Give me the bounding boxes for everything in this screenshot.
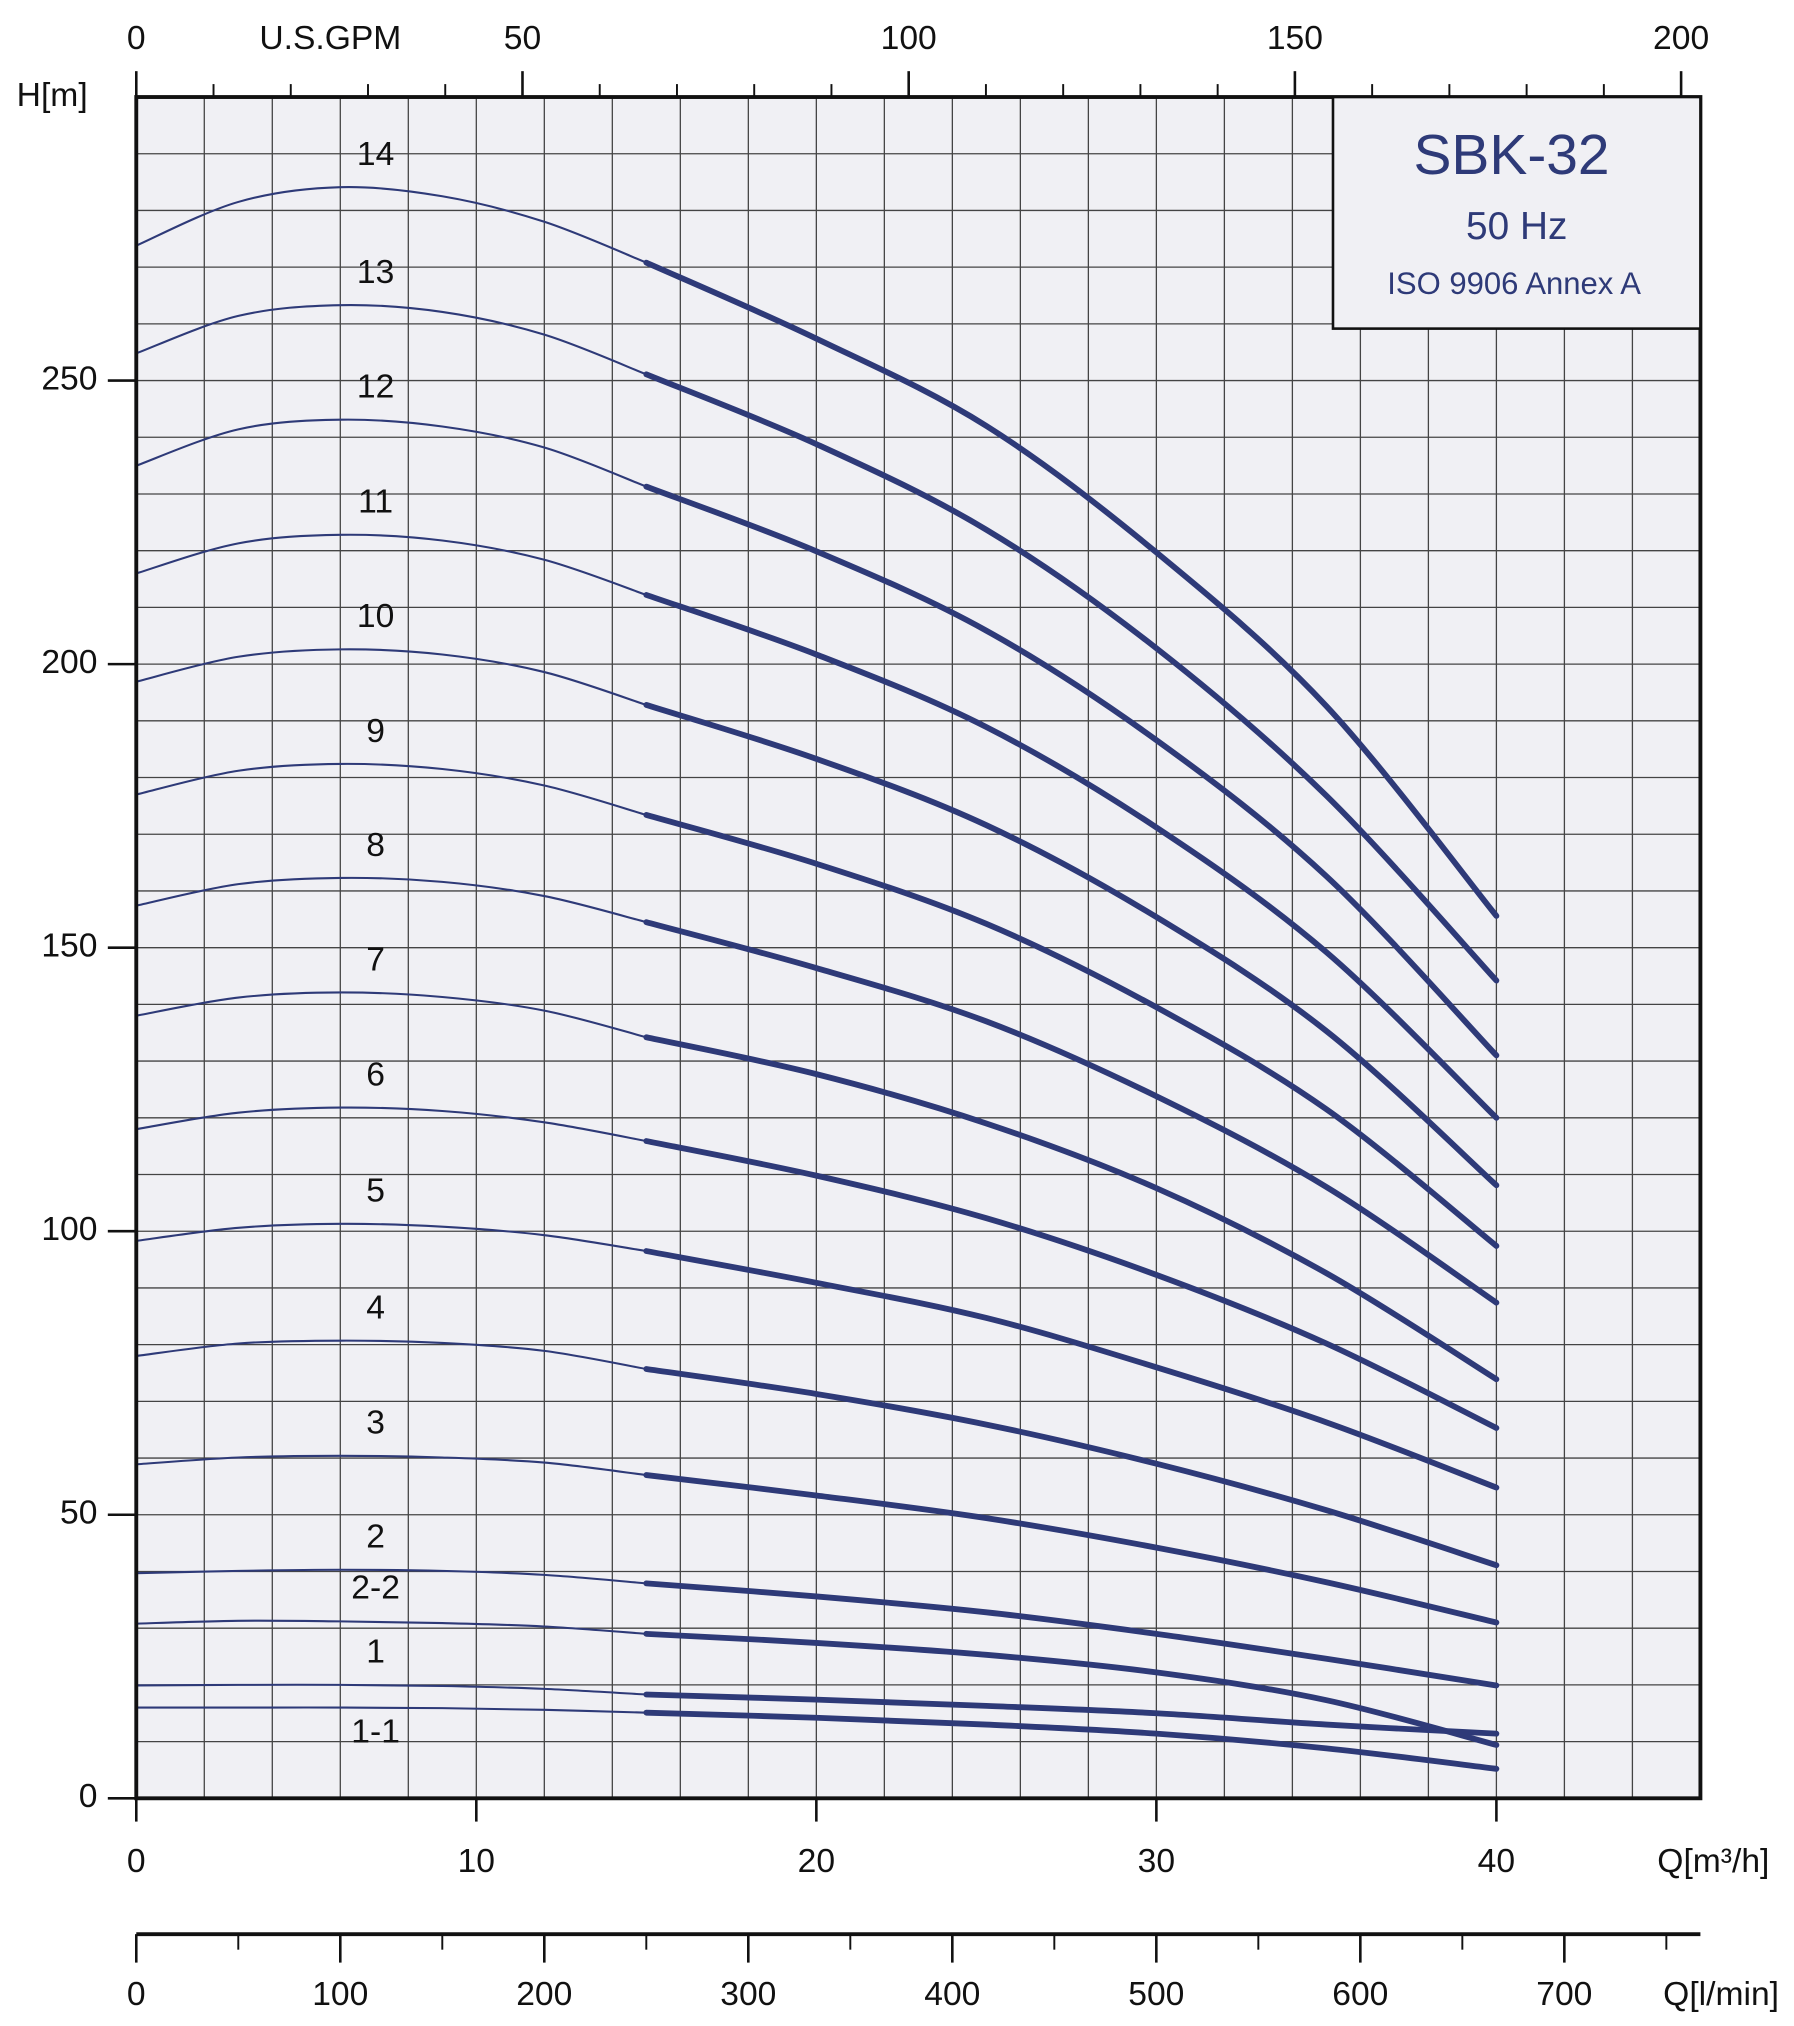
curve-thick: [643, 592, 1500, 1121]
series-label: 2: [366, 1519, 385, 1556]
series-label: 1: [366, 1634, 385, 1671]
chart-title: SBK-32: [1413, 123, 1609, 187]
curve-thin: [135, 1339, 648, 1371]
x2-tick-label: 0: [127, 20, 146, 57]
curve-thick: [643, 1709, 1500, 1772]
x3-tick-label: 100: [312, 1976, 368, 2013]
x-tick-label: 0: [127, 1843, 146, 1880]
x2-tick-label: 150: [1267, 20, 1323, 57]
x3-tick-label: 700: [1536, 1976, 1592, 2013]
chart-note: ISO 9906 Annex A: [1387, 266, 1641, 301]
x2-tick-label: 200: [1653, 20, 1709, 57]
y-tick-label: 50: [60, 1495, 97, 1532]
y-tick-label: 250: [41, 360, 97, 397]
y-axis-label: H[m]: [17, 77, 88, 114]
x-tick-label: 10: [458, 1843, 495, 1880]
curve-thin: [135, 1454, 648, 1477]
curve-thick: [643, 1580, 1500, 1689]
x3-tick-label: 300: [720, 1976, 776, 2013]
x3-tick-label: 400: [924, 1976, 980, 2013]
y-tick-label: 200: [41, 644, 97, 681]
y-tick-label: 150: [41, 928, 97, 965]
curve-thick: [643, 259, 1500, 919]
x3-tick-label: 0: [127, 1976, 146, 2013]
x3-tick-label: 200: [516, 1976, 572, 2013]
curve-thick: [643, 1366, 1500, 1569]
curve-thin: [135, 186, 648, 264]
y-tick-label: 0: [79, 1778, 98, 1815]
curve-thick: [643, 702, 1500, 1189]
curve-thick: [643, 812, 1500, 1249]
series-label: 6: [366, 1056, 385, 1093]
series-label: 2-2: [351, 1570, 400, 1607]
title-box: [1331, 95, 1702, 330]
curves: [135, 186, 1500, 1772]
curve-thin: [135, 762, 648, 817]
curve-thin: [135, 1706, 648, 1714]
curve-thin: [135, 533, 648, 596]
curve-thin: [135, 304, 648, 376]
curve-thick: [643, 1472, 1500, 1626]
x2-tick-label: 100: [881, 20, 937, 57]
curve-thin: [135, 1106, 648, 1143]
series-label: 4: [366, 1290, 385, 1327]
curve-thick: [643, 1691, 1500, 1737]
x3-tick-label: 600: [1332, 1976, 1388, 2013]
x-tick-label: 30: [1138, 1843, 1175, 1880]
series-label: 3: [366, 1405, 385, 1442]
series-label: 13: [357, 254, 394, 291]
series-label: 9: [366, 713, 385, 750]
x-tick-label: 40: [1478, 1843, 1515, 1880]
curve-thick: [643, 483, 1500, 1059]
curve-thin: [135, 1222, 648, 1253]
chart-subtitle: 50 Hz: [1466, 205, 1567, 248]
series-label: 11: [358, 484, 393, 521]
curve-thin: [135, 876, 648, 924]
curve-thin: [135, 1619, 648, 1635]
curve-thin: [135, 648, 648, 706]
x2-axis-label: U.S.GPM: [259, 20, 401, 57]
x-tick-label: 20: [798, 1843, 835, 1880]
series-label: 5: [366, 1173, 385, 1210]
series-label: 10: [357, 598, 394, 635]
x2-tick-label: 50: [504, 20, 541, 57]
curve-thick: [643, 919, 1500, 1306]
series-label: 8: [366, 827, 385, 864]
curve-thick: [643, 1138, 1500, 1431]
x3-axis-label: Q[l/min]: [1663, 1976, 1779, 2013]
x-axis-label: Q[m³/h]: [1657, 1843, 1769, 1880]
curve-thin: [135, 991, 648, 1039]
curve-thick: [643, 1630, 1500, 1748]
series-label: 7: [366, 941, 385, 978]
curve-thin: [135, 418, 648, 488]
curve-thick: [643, 1248, 1500, 1491]
curve-thin: [135, 1683, 648, 1696]
curve-thin: [135, 1568, 648, 1585]
x3-tick-label: 500: [1128, 1976, 1184, 2013]
y-tick-label: 100: [41, 1211, 97, 1248]
series-label: 12: [357, 369, 394, 406]
series-label: 1-1: [351, 1713, 400, 1750]
curve-thick: [643, 371, 1500, 984]
curve-thick: [643, 1034, 1500, 1383]
series-label: 14: [357, 136, 394, 173]
